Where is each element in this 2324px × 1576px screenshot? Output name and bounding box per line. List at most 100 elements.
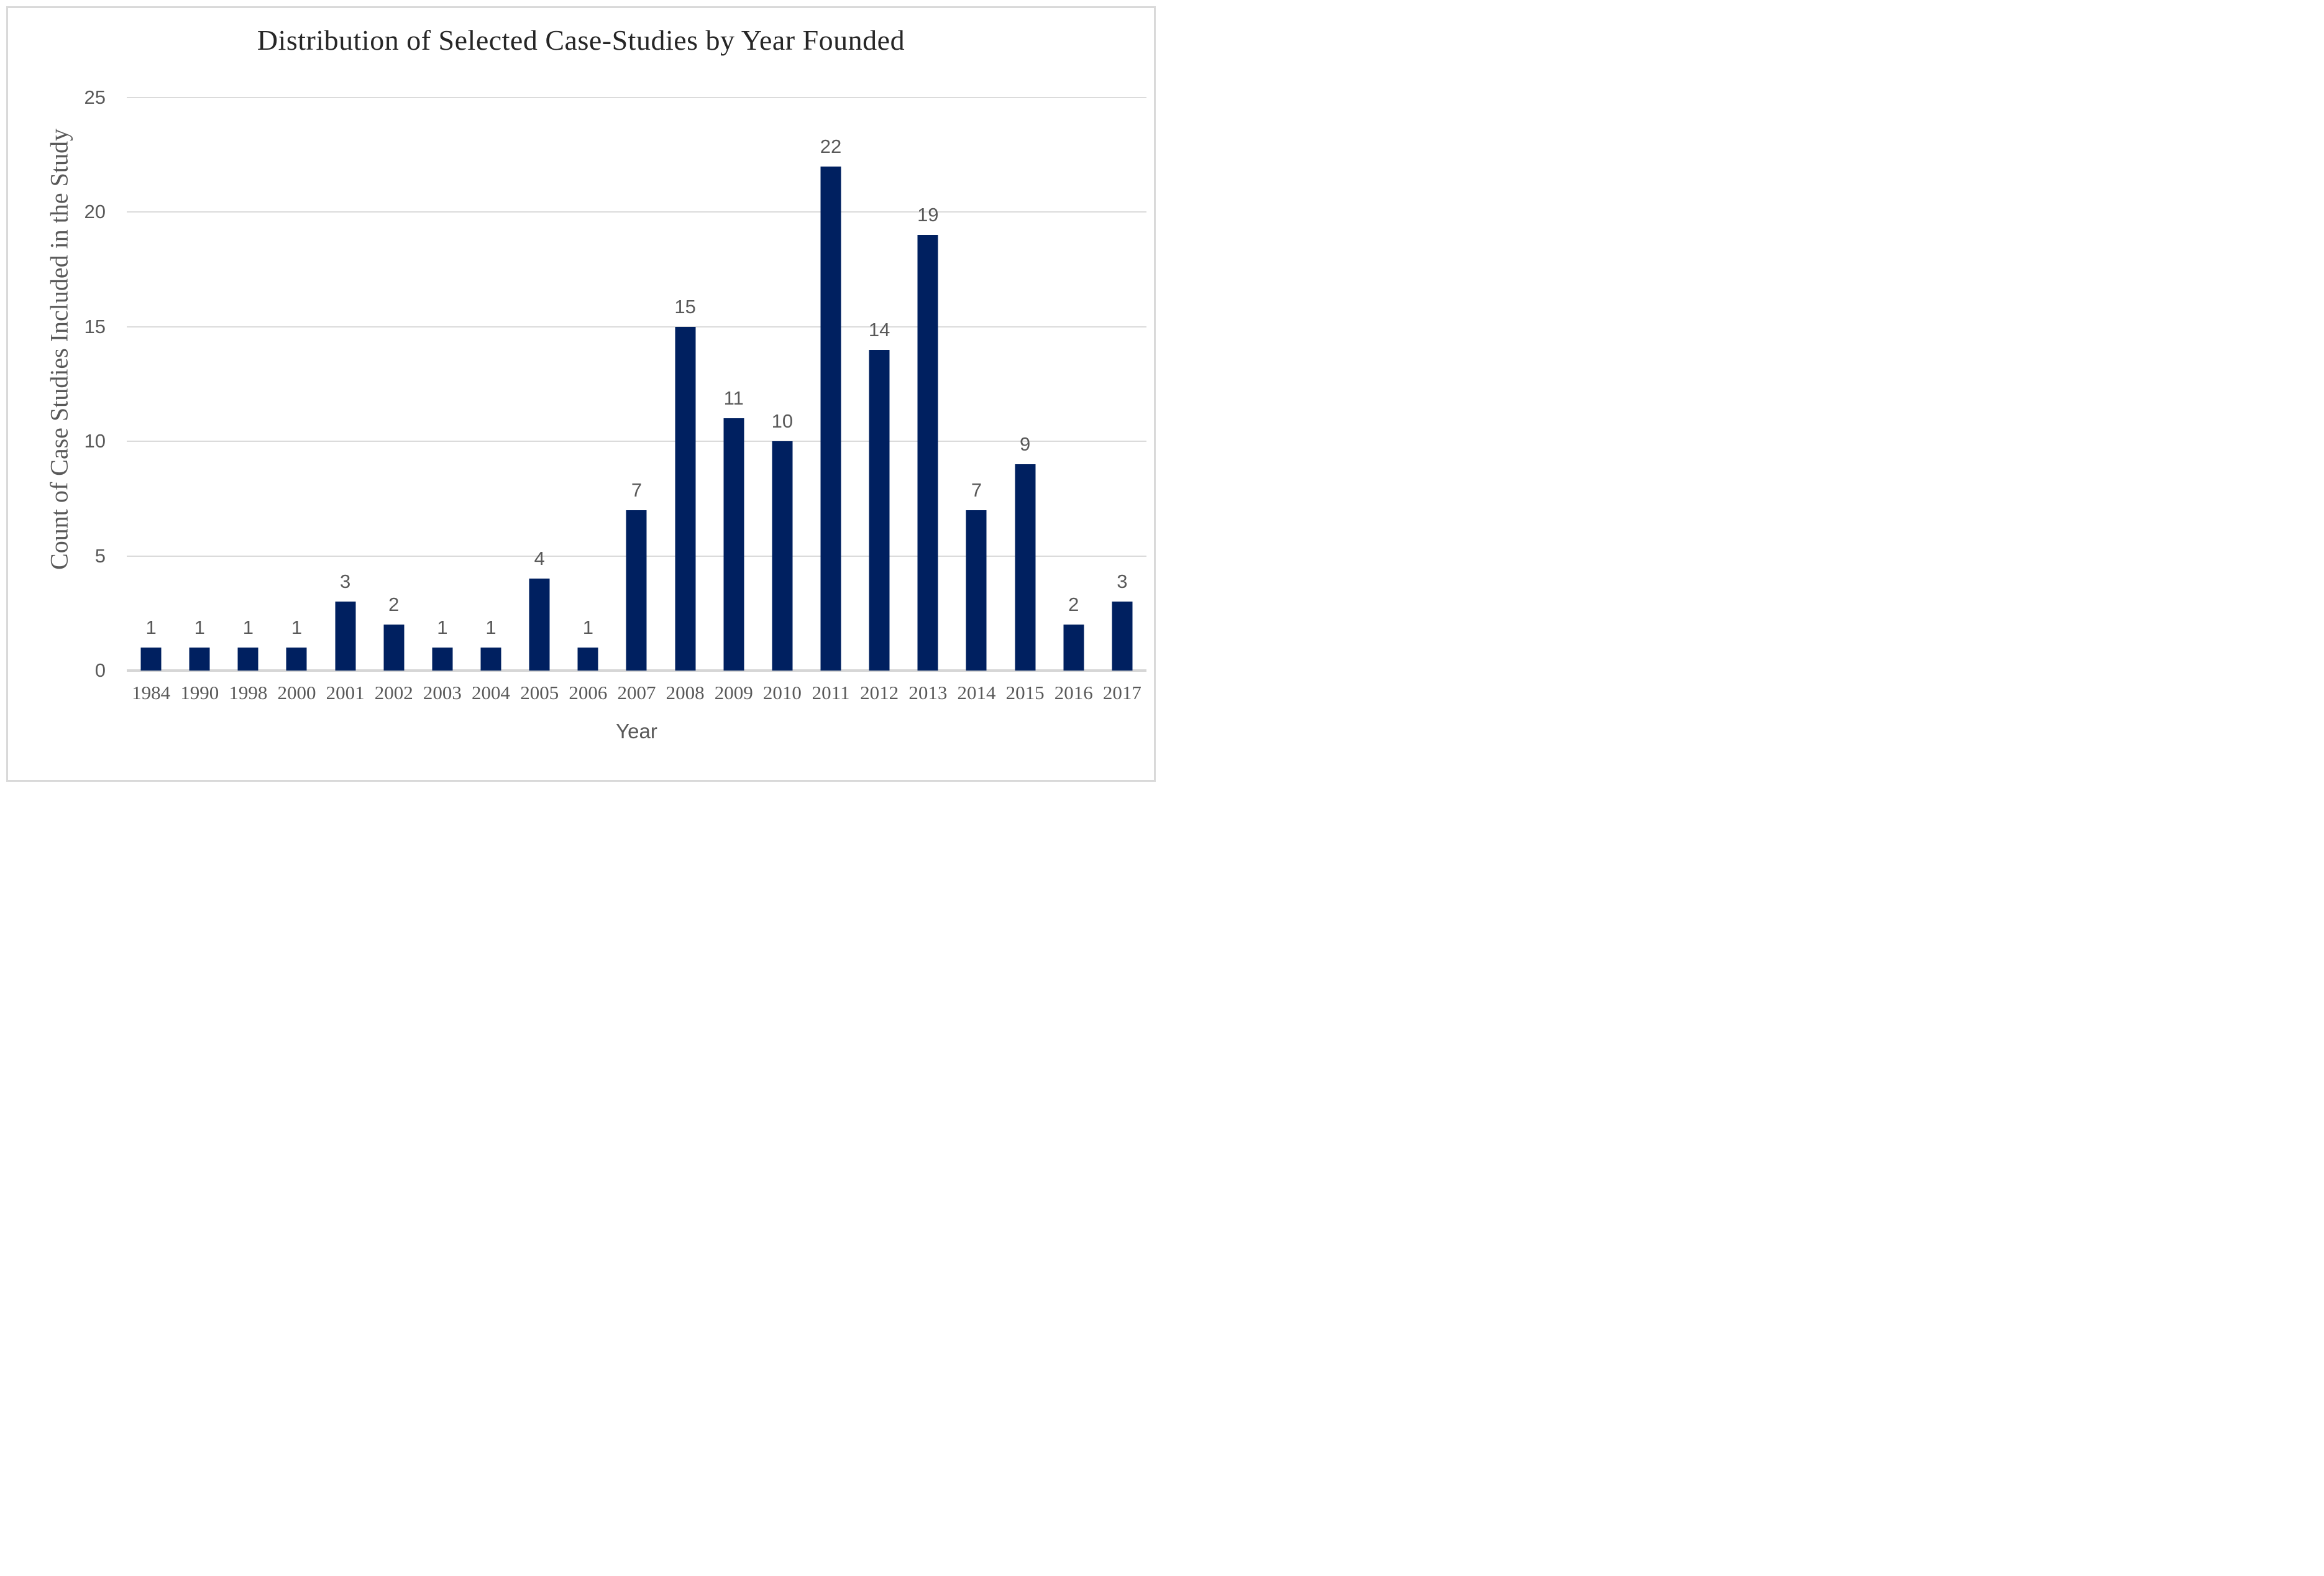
bar-2012 xyxy=(869,349,890,671)
x-tick-label-2004: 2004 xyxy=(472,682,511,703)
data-label-2017: 3 xyxy=(1117,570,1128,593)
x-tick-label-2014: 2014 xyxy=(957,682,996,703)
data-label-2016: 2 xyxy=(1068,593,1079,616)
x-axis-line xyxy=(127,669,1146,672)
bar-2007 xyxy=(626,510,647,671)
bar-1990 xyxy=(189,648,210,671)
bar-slot-2010: 10 2010 xyxy=(758,98,807,703)
data-label-2010: 10 xyxy=(771,410,794,433)
bar-2004 xyxy=(480,648,501,671)
x-tick-label-2000: 2000 xyxy=(277,682,316,703)
y-tick-label-15: 15 xyxy=(84,315,106,337)
data-label-1998: 1 xyxy=(242,616,254,639)
y-tick-label-5: 5 xyxy=(94,544,106,567)
bar-slot-1998: 1 1998 xyxy=(224,98,272,703)
data-label-2004: 1 xyxy=(485,616,496,639)
bar-slot-2017: 3 2017 xyxy=(1098,98,1146,703)
bar-slot-2000: 1 2000 xyxy=(272,98,321,703)
data-label-2008: 15 xyxy=(674,295,696,318)
bar-slot-2012: 14 2012 xyxy=(855,98,904,703)
data-label-2002: 2 xyxy=(388,593,400,616)
x-tick-label-2002: 2002 xyxy=(374,682,413,703)
bar-slot-2006: 1 2006 xyxy=(564,98,612,703)
bar-2005 xyxy=(529,579,550,671)
y-tick-label-10: 10 xyxy=(84,430,106,452)
y-tick-label-25: 25 xyxy=(84,86,106,108)
bar-1998 xyxy=(237,648,258,671)
data-label-2000: 1 xyxy=(291,616,303,639)
bar-slot-2011: 22 2011 xyxy=(807,98,855,703)
data-label-1984: 1 xyxy=(145,616,157,639)
data-label-2001: 3 xyxy=(340,570,351,593)
bar-2013 xyxy=(917,235,938,671)
bar-series: 1 1984 1 1990 1 1998 1 2000 3 2001 2 2002 1 2003 1 2004… xyxy=(127,98,1146,703)
bar-slot-1984: 1 1984 xyxy=(127,98,175,703)
bar-slot-1990: 1 1990 xyxy=(175,98,224,703)
bar-1984 xyxy=(140,648,162,671)
bar-slot-2008: 15 2008 xyxy=(661,98,710,703)
data-label-2011: 22 xyxy=(820,135,842,157)
x-tick-label-2012: 2012 xyxy=(860,682,899,703)
y-tick-label-0: 0 xyxy=(94,659,106,681)
bar-slot-2005: 4 2005 xyxy=(515,98,564,703)
x-tick-label-2011: 2011 xyxy=(812,682,850,703)
y-tick-label-20: 20 xyxy=(84,201,106,223)
x-tick-label-2001: 2001 xyxy=(326,682,365,703)
gridline-15 xyxy=(127,326,1146,328)
bar-2003 xyxy=(432,648,453,671)
bar-2014 xyxy=(966,510,987,671)
data-label-2014: 7 xyxy=(971,479,982,501)
bar-2006 xyxy=(577,648,598,671)
y-axis-tick-labels: 0 5 10 15 20 25 xyxy=(0,86,106,681)
bar-slot-2001: 3 2001 xyxy=(321,98,370,703)
x-tick-label-2013: 2013 xyxy=(908,682,948,703)
data-label-2003: 1 xyxy=(437,616,448,639)
x-tick-label-2007: 2007 xyxy=(617,682,656,703)
x-tick-label-2005: 2005 xyxy=(520,682,559,703)
bar-slot-2009: 11 2009 xyxy=(710,98,758,703)
bar-slot-2015: 9 2015 xyxy=(1001,98,1050,703)
bar-2001 xyxy=(335,602,356,671)
data-label-2012: 14 xyxy=(868,318,890,341)
bar-2016 xyxy=(1063,625,1084,671)
x-tick-label-1990: 1990 xyxy=(180,682,219,703)
x-tick-label-2009: 2009 xyxy=(714,682,753,703)
data-label-1990: 1 xyxy=(194,616,205,639)
bar-slot-2002: 2 2002 xyxy=(370,98,418,703)
x-tick-label-2017: 2017 xyxy=(1102,682,1141,703)
bar-slot-2016: 2 2016 xyxy=(1050,98,1098,703)
bar-2015 xyxy=(1015,464,1036,671)
bar-slot-2014: 7 2014 xyxy=(952,98,1000,703)
x-tick-label-2016: 2016 xyxy=(1054,682,1093,703)
bar-2002 xyxy=(383,625,405,671)
gridline-10 xyxy=(127,441,1146,442)
bar-2000 xyxy=(286,648,307,671)
plot-area: 1 1984 1 1990 1 1998 1 2000 3 2001 2 2002 1 2003 1 2004… xyxy=(127,97,1146,703)
bar-slot-2007: 7 2007 xyxy=(612,98,661,703)
x-tick-label-2015: 2015 xyxy=(1005,682,1045,703)
bar-2010 xyxy=(772,441,793,671)
x-tick-label-2008: 2008 xyxy=(666,682,705,703)
bar-slot-2013: 19 2013 xyxy=(904,98,952,703)
bar-slot-2004: 1 2004 xyxy=(467,98,515,703)
chart-title: Distribution of Selected Case-Studies by… xyxy=(257,24,905,56)
data-label-2006: 1 xyxy=(582,616,593,639)
bar-2017 xyxy=(1112,602,1133,671)
data-label-2009: 11 xyxy=(723,387,744,410)
x-tick-label-1984: 1984 xyxy=(132,682,171,703)
gridline-20 xyxy=(127,211,1146,213)
gridline-25 xyxy=(127,97,1146,98)
data-label-2013: 19 xyxy=(917,204,939,226)
bar-2008 xyxy=(675,326,696,671)
bar-2011 xyxy=(820,166,841,671)
bar-chart: Distribution of Selected Case-Studies by… xyxy=(0,0,1162,788)
bar-2009 xyxy=(723,418,744,671)
bar-slot-2003: 1 2003 xyxy=(418,98,467,703)
data-label-2005: 4 xyxy=(534,547,545,570)
x-tick-label-2010: 2010 xyxy=(762,682,802,703)
x-tick-label-2006: 2006 xyxy=(569,682,608,703)
x-axis-title: Year xyxy=(616,720,657,743)
data-label-2007: 7 xyxy=(631,479,643,501)
x-tick-label-2003: 2003 xyxy=(423,682,462,703)
data-label-2015: 9 xyxy=(1019,433,1031,456)
